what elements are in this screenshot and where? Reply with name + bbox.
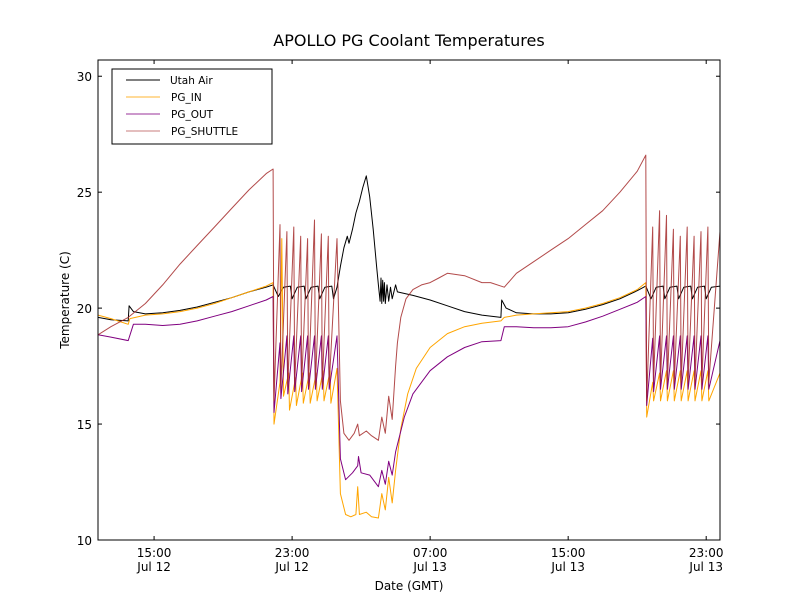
x-tick-label-time: 23:00 [689, 546, 724, 560]
legend: Utah Air PG_IN PG_OUT PG_SHUTTLE [111, 68, 273, 145]
legend-label: PG_IN [171, 92, 202, 104]
x-tick-label-date: Jul 13 [688, 560, 723, 574]
x-tick-label-date: Jul 13 [550, 560, 585, 574]
x-tick-label-time: 15:00 [137, 546, 172, 560]
chart-title: APOLLO PG Coolant Temperatures [273, 31, 544, 50]
y-tick-label: 10 [77, 534, 92, 548]
plot-frame [97, 59, 721, 541]
series-line-pg-in [98, 238, 720, 519]
y-axis-label: Temperature (C) [58, 251, 72, 350]
series-layer [98, 154, 720, 519]
y-tick-label: 20 [77, 302, 92, 316]
x-tick-label-time: 23:00 [275, 546, 310, 560]
x-axis-label: Date (GMT) [375, 579, 444, 593]
x-tick-label-time: 15:00 [551, 546, 586, 560]
legend-label: PG_OUT [171, 109, 214, 121]
y-tick-label: 15 [77, 418, 92, 432]
x-tick-label-date: Jul 12 [136, 560, 171, 574]
x-tick-label-time: 07:00 [413, 546, 448, 560]
y-tick-label: 30 [77, 70, 92, 84]
x-tick-label-date: Jul 12 [274, 560, 309, 574]
legend-label: PG_SHUTTLE [171, 126, 238, 138]
series-line-pg-shuttle [98, 154, 720, 441]
legend-label: Utah Air [170, 75, 213, 87]
x-tick-label-date: Jul 13 [412, 560, 447, 574]
y-tick-label: 25 [77, 186, 92, 200]
